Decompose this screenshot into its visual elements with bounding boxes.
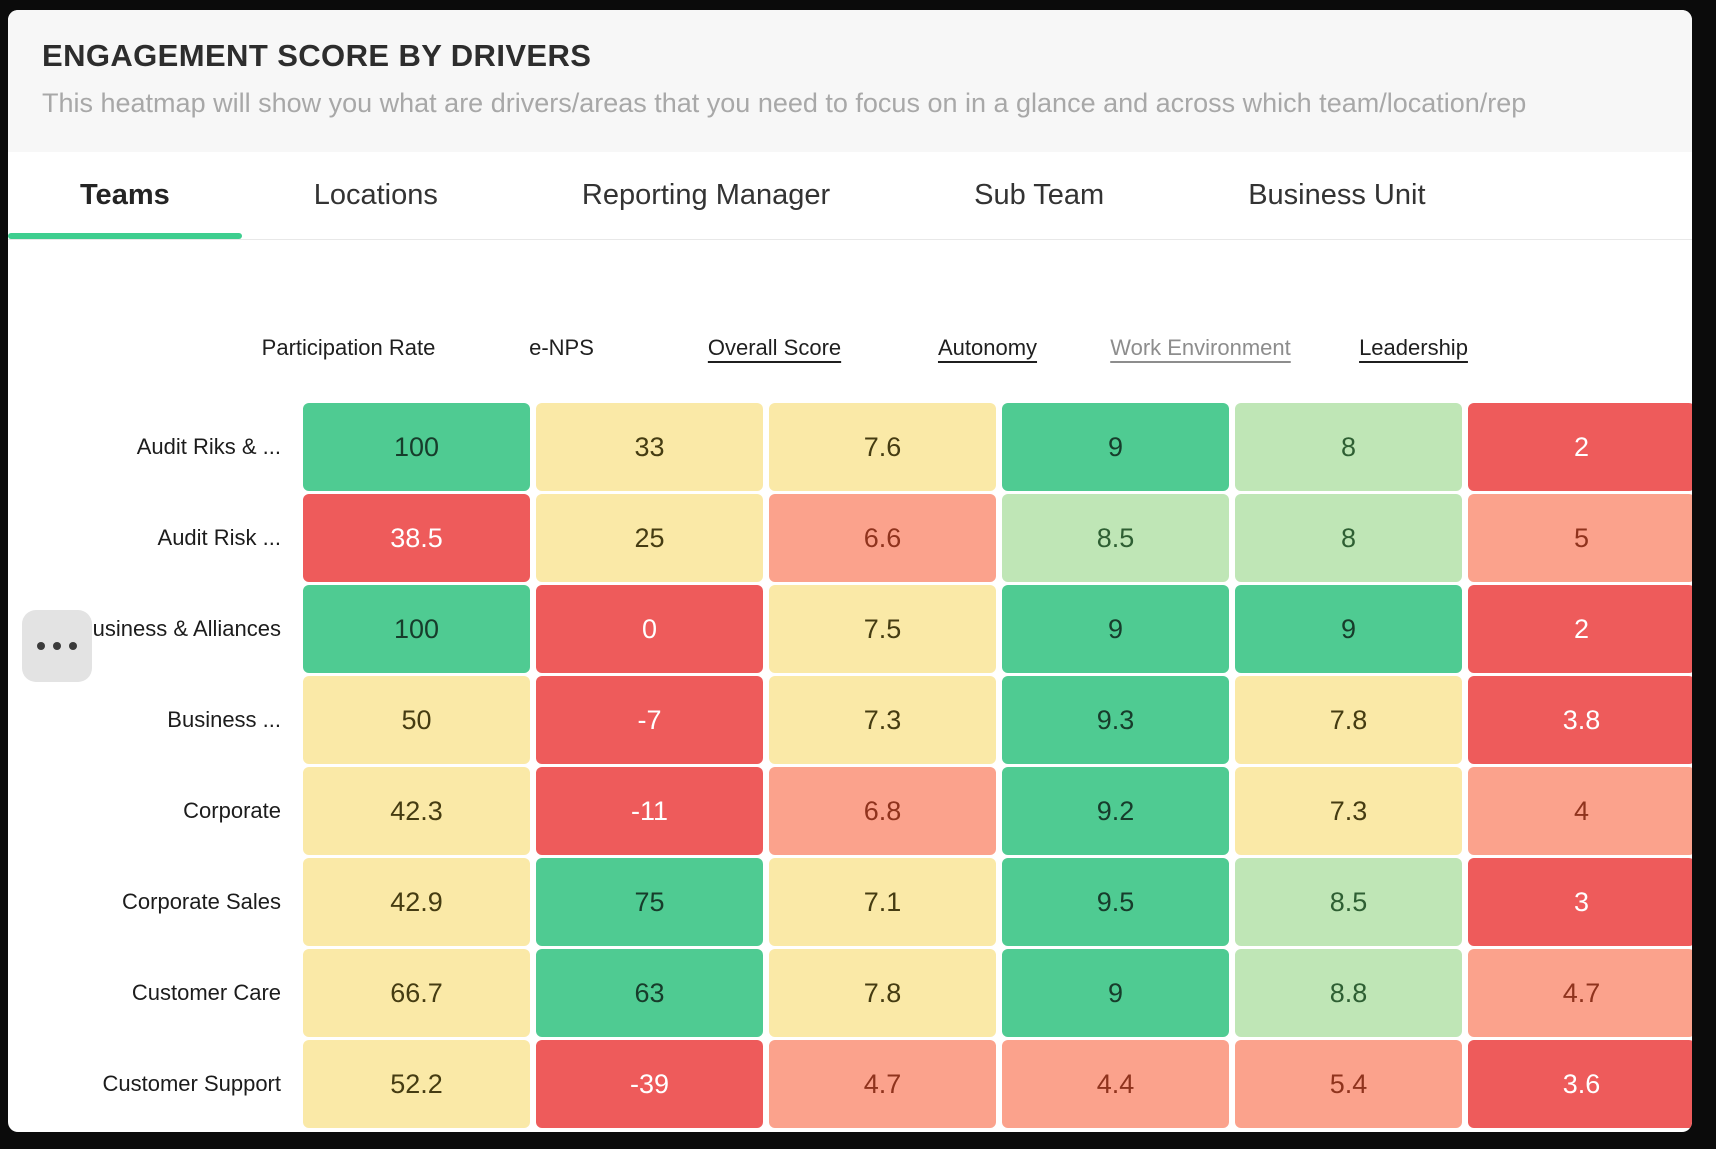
heatmap-cell[interactable]: -11 (536, 767, 763, 855)
heatmap-cell[interactable]: 75 (536, 858, 763, 946)
heatmap-cell[interactable]: 8.5 (1002, 494, 1229, 582)
table-row: Audit Riks & ... 100 33 7.6 9 8 2 (8, 403, 1692, 491)
heatmap-cell[interactable]: 8 (1235, 403, 1462, 491)
column-header-autonomy[interactable]: Autonomy (937, 335, 1038, 360)
heatmap-cell[interactable]: 4.4 (1002, 1040, 1229, 1128)
row-label-customer-support: Customer Support (102, 1071, 281, 1096)
heatmap-cell[interactable]: 100 (303, 585, 530, 673)
heatmap-cell[interactable]: 42.9 (303, 858, 530, 946)
heatmap-cell[interactable]: 9 (1002, 949, 1229, 1037)
heatmap-cell[interactable]: 4.7 (1468, 949, 1692, 1037)
page-subtitle: This heatmap will show you what are driv… (42, 88, 1527, 118)
tab-teams[interactable]: Teams (8, 152, 242, 239)
heatmap-cell[interactable]: 7.5 (769, 585, 996, 673)
page-title: ENGAGEMENT SCORE BY DRIVERS (42, 38, 592, 73)
tab-bar: Teams Locations Reporting Manager Sub Team B… (8, 152, 1692, 240)
heatmap-cell[interactable]: 7.8 (1235, 676, 1462, 764)
heatmap-cell[interactable]: 7.1 (769, 858, 996, 946)
heatmap-cell[interactable]: 100 (303, 403, 530, 491)
table-row: Business & Alliances 100 0 7.5 9 9 2 (8, 585, 1692, 673)
ellipsis-icon (53, 642, 61, 650)
ellipsis-icon (69, 642, 77, 650)
heatmap-cell[interactable]: 6.6 (769, 494, 996, 582)
table-row: Customer Care 66.7 63 7.8 9 8.8 4.7 (8, 949, 1692, 1037)
heatmap-cell[interactable]: 50 (303, 676, 530, 764)
row-label-audit-risk: Audit Risk ... (157, 525, 281, 550)
heatmap-cell[interactable]: 9.3 (1002, 676, 1229, 764)
tab-sub-team[interactable]: Sub Team (974, 179, 1105, 211)
column-header-row: Participation Rate e-NPS Overall Score Auto… (242, 335, 1692, 365)
tab-reporting-manager[interactable]: Reporting Manager (581, 179, 831, 211)
row-label-audit-riks: Audit Riks & ... (136, 434, 281, 459)
heatmap-cell[interactable]: 38.5 (303, 494, 530, 582)
heatmap-cell[interactable]: -7 (536, 676, 763, 764)
heatmap-cell[interactable]: 3.8 (1468, 676, 1692, 764)
heatmap-cell[interactable]: 9 (1002, 403, 1229, 491)
heatmap-cell[interactable]: 5.4 (1235, 1040, 1462, 1128)
table-row: Business ... 50 -7 7.3 9.3 7.8 3.8 (8, 676, 1692, 764)
heatmap-cell[interactable]: 8.5 (1235, 858, 1462, 946)
heatmap-section: Participation Rate e-NPS Overall Score Auto… (8, 240, 1692, 1128)
heatmap-cell[interactable]: 9.2 (1002, 767, 1229, 855)
row-label-corporate-sales: Corporate Sales (122, 889, 281, 914)
heatmap-cell[interactable]: 2 (1468, 403, 1692, 491)
heatmap-cell[interactable]: 5 (1468, 494, 1692, 582)
table-row: Customer Support 52.2 -39 4.7 4.4 5.4 3.6 (8, 1040, 1692, 1128)
table-row: Corporate 42.3 -11 6.8 9.2 7.3 4 (8, 767, 1692, 855)
column-header-participation-rate: Participation Rate (261, 335, 436, 360)
row-label-corporate: Corporate (183, 798, 281, 823)
heatmap-cell[interactable]: 9 (1002, 585, 1229, 673)
heatmap-cell[interactable]: 7.8 (769, 949, 996, 1037)
heatmap-cell[interactable]: 6.8 (769, 767, 996, 855)
heatmap-cell[interactable]: 3 (1468, 858, 1692, 946)
ellipsis-icon (37, 642, 45, 650)
widget-header: ENGAGEMENT SCORE BY DRIVERS This heatmap… (8, 10, 1692, 152)
heatmap-cell[interactable]: 2 (1468, 585, 1692, 673)
column-header-work-environment[interactable]: Work Environment (1110, 335, 1291, 360)
tab-business-unit[interactable]: Business Unit (1248, 179, 1426, 211)
row-label-business: Business ... (167, 707, 281, 732)
heatmap-cell[interactable]: 8.8 (1235, 949, 1462, 1037)
row-label-business-alliances: Business & Alliances (78, 616, 281, 641)
heatmap-cell[interactable]: 66.7 (303, 949, 530, 1037)
heatmap-cell[interactable]: 0 (536, 585, 763, 673)
heatmap-cell[interactable]: 9.5 (1002, 858, 1229, 946)
heatmap-cell[interactable]: 7.3 (1235, 767, 1462, 855)
heatmap-cell[interactable]: 7.3 (769, 676, 996, 764)
heatmap-cell[interactable]: 33 (536, 403, 763, 491)
heatmap-cell[interactable]: 25 (536, 494, 763, 582)
heatmap-cell[interactable]: 63 (536, 949, 763, 1037)
heatmap-cell[interactable]: 8 (1235, 494, 1462, 582)
column-header-overall-score[interactable]: Overall Score (707, 335, 842, 360)
heatmap-rows: Audit Riks & ... 100 33 7.6 9 8 2 Audit Risk ..… (8, 403, 1692, 1128)
heatmap-cell[interactable]: 42.3 (303, 767, 530, 855)
heatmap-cell[interactable]: 9 (1235, 585, 1462, 673)
engagement-heatmap-card: ENGAGEMENT SCORE BY DRIVERS This heatmap… (8, 10, 1692, 1132)
heatmap-cell[interactable]: 4.7 (769, 1040, 996, 1128)
table-row: Corporate Sales 42.9 75 7.1 9.5 8.5 3 (8, 858, 1692, 946)
column-header-leadership[interactable]: Leadership (1359, 335, 1468, 360)
row-label-customer-care: Customer Care (131, 980, 281, 1005)
more-options-button[interactable] (22, 610, 92, 682)
tab-locations[interactable]: Locations (313, 179, 438, 211)
heatmap-cell[interactable]: 52.2 (303, 1040, 530, 1128)
heatmap-cell[interactable]: 3.6 (1468, 1040, 1692, 1128)
heatmap-cell[interactable]: 4 (1468, 767, 1692, 855)
heatmap-cell[interactable]: -39 (536, 1040, 763, 1128)
heatmap-cell[interactable]: 7.6 (769, 403, 996, 491)
table-row: Audit Risk ... 38.5 25 6.6 8.5 8 5 (8, 494, 1692, 582)
column-header-e-nps: e-NPS (529, 335, 594, 360)
